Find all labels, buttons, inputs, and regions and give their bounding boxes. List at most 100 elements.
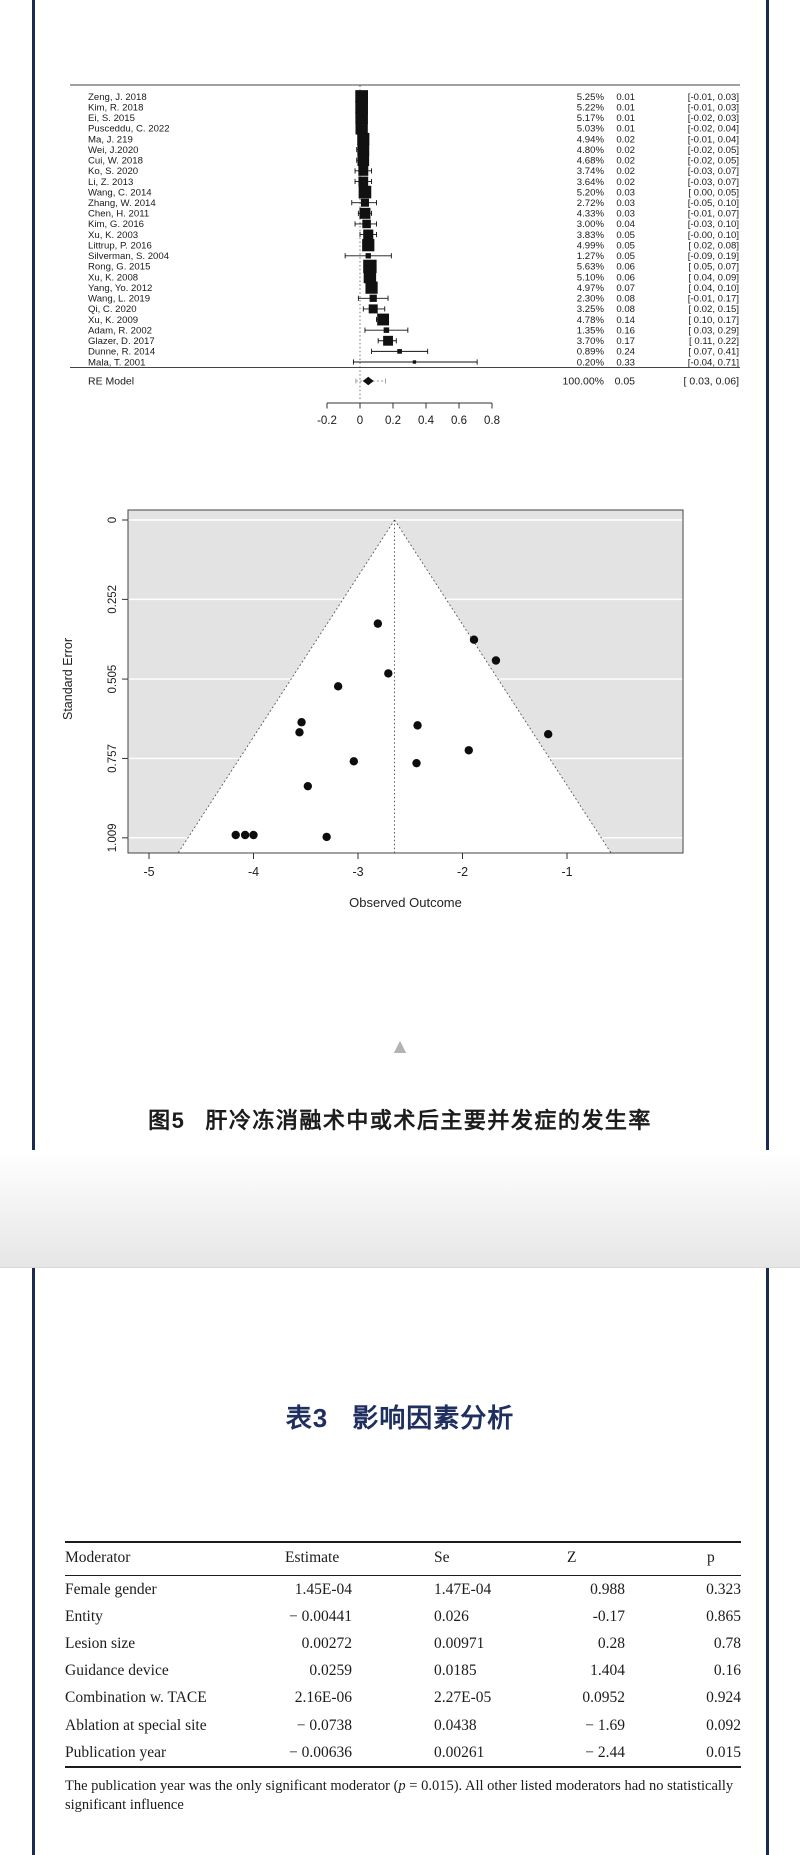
svg-text:[-0.03, 0.07]: [-0.03, 0.07] bbox=[688, 166, 739, 177]
svg-text:Qi, C. 2020: Qi, C. 2020 bbox=[88, 304, 137, 315]
svg-text:0.14: 0.14 bbox=[616, 315, 635, 326]
svg-text:3.64%: 3.64% bbox=[577, 177, 605, 188]
svg-text:[ 0.10, 0.17]: [ 0.10, 0.17] bbox=[688, 315, 739, 326]
svg-text:[-0.09, 0.19]: [-0.09, 0.19] bbox=[688, 251, 739, 262]
svg-text:0.6: 0.6 bbox=[451, 415, 467, 427]
svg-text:[ 0.03, 0.06]: [ 0.03, 0.06] bbox=[684, 376, 740, 388]
funnel-x-axis: -5 -4 -3 -2 -1 bbox=[143, 853, 573, 879]
svg-text:[ 0.04, 0.09]: [ 0.04, 0.09] bbox=[688, 272, 739, 283]
svg-text:Xu, K. 2003: Xu, K. 2003 bbox=[88, 230, 138, 241]
svg-text:[ 0.00, 0.05]: [ 0.00, 0.05] bbox=[688, 187, 739, 198]
svg-text:0.08: 0.08 bbox=[616, 294, 635, 305]
table-row: Ablation at special site − 0.0738 0.0438− … bbox=[65, 1716, 741, 1734]
svg-text:Kim, R. 2018: Kim, R. 2018 bbox=[88, 102, 143, 113]
svg-text:Pusceddu, C. 2022: Pusceddu, C. 2022 bbox=[88, 124, 170, 135]
figure-caption: 图5 肝冷冻消融术中或术后主要并发症的发生率 bbox=[0, 1103, 800, 1135]
svg-text:Ei, S. 2015: Ei, S. 2015 bbox=[88, 113, 135, 124]
moderator-table-body: Female gender 1.45E-04 1.47E-04 0.988 0.323 E… bbox=[65, 1576, 741, 1768]
svg-text:0.2: 0.2 bbox=[385, 415, 401, 427]
svg-text:1.27%: 1.27% bbox=[577, 251, 605, 262]
page-break-shadow bbox=[0, 1150, 800, 1268]
svg-text:4.33%: 4.33% bbox=[577, 209, 605, 220]
forest-plot: Zeng, J. 2018 5.25% 0.01 [-0.01, 0.03] Kim, … bbox=[70, 84, 740, 427]
svg-text:-1: -1 bbox=[561, 865, 572, 879]
svg-text:0.03: 0.03 bbox=[616, 187, 635, 198]
table-row: Guidance device 0.0259 0.0185 1.404 0.16 bbox=[65, 1662, 741, 1680]
svg-text:[-0.01, 0.04]: [-0.01, 0.04] bbox=[688, 134, 739, 145]
svg-text:-5: -5 bbox=[143, 865, 154, 879]
svg-text:[ 0.02, 0.15]: [ 0.02, 0.15] bbox=[688, 304, 739, 315]
svg-text:2.72%: 2.72% bbox=[577, 198, 605, 209]
svg-text:Yang, Yo. 2012: Yang, Yo. 2012 bbox=[88, 283, 152, 294]
svg-text:0.01: 0.01 bbox=[616, 113, 635, 124]
svg-text:3.25%: 3.25% bbox=[577, 304, 605, 315]
svg-text:Xu, K. 2009: Xu, K. 2009 bbox=[88, 315, 138, 326]
svg-text:0.8: 0.8 bbox=[484, 415, 500, 427]
svg-text:0.20%: 0.20% bbox=[577, 357, 605, 368]
svg-text:Ma, J. 219: Ma, J. 219 bbox=[88, 134, 133, 145]
svg-text:[-0.01, 0.07]: [-0.01, 0.07] bbox=[688, 209, 739, 220]
svg-text:Mala, T. 2001: Mala, T. 2001 bbox=[88, 357, 145, 368]
svg-text:0.04: 0.04 bbox=[616, 219, 635, 230]
table-title-text: 影响因素分析 bbox=[352, 1403, 515, 1433]
svg-text:[-0.01, 0.03]: [-0.01, 0.03] bbox=[688, 92, 739, 103]
svg-text:Dunne, R. 2014: Dunne, R. 2014 bbox=[88, 347, 156, 358]
table-column-header: Z bbox=[565, 1542, 705, 1576]
page-border-right bbox=[766, 0, 769, 1855]
svg-text:Standard Error: Standard Error bbox=[61, 638, 75, 720]
forest-rows: Zeng, J. 2018 5.25% 0.01 [-0.01, 0.03] Kim, … bbox=[88, 90, 739, 368]
scroll-up-triangle-icon[interactable]: ▲ bbox=[389, 1035, 411, 1058]
svg-text:0.05: 0.05 bbox=[616, 240, 635, 251]
svg-text:[-0.01, 0.17]: [-0.01, 0.17] bbox=[688, 294, 739, 305]
svg-text:0.24: 0.24 bbox=[616, 347, 635, 358]
page-border-left bbox=[32, 0, 35, 1855]
svg-text:0.02: 0.02 bbox=[616, 145, 635, 156]
table-footnote: The publication year was the only signif… bbox=[65, 1778, 734, 1814]
svg-text:2.30%: 2.30% bbox=[577, 294, 605, 305]
svg-text:0.05: 0.05 bbox=[616, 230, 635, 241]
table-column-header: Moderator bbox=[65, 1542, 285, 1576]
svg-text:0.03: 0.03 bbox=[616, 198, 635, 209]
table-row: Publication year − 0.00636 0.00261− 2.44 0.… bbox=[65, 1743, 741, 1761]
svg-text:0.06: 0.06 bbox=[616, 262, 635, 273]
svg-text:[-0.05, 0.10]: [-0.05, 0.10] bbox=[688, 198, 739, 209]
svg-text:Chen, H. 2011: Chen, H. 2011 bbox=[88, 209, 149, 220]
triangle-row: ▲ bbox=[0, 1036, 800, 1058]
svg-text:3.70%: 3.70% bbox=[577, 336, 605, 347]
svg-text:3.74%: 3.74% bbox=[577, 166, 605, 177]
svg-text:Li, Z. 2013: Li, Z. 2013 bbox=[88, 177, 133, 188]
table-row: Lesion size 0.00272 0.00971 0.28 0.78 bbox=[65, 1634, 741, 1652]
svg-text:Kim, G. 2016: Kim, G. 2016 bbox=[88, 219, 144, 230]
svg-text:1.009: 1.009 bbox=[107, 823, 119, 852]
svg-text:5.25%: 5.25% bbox=[577, 92, 605, 103]
table-column-header: Estimate bbox=[285, 1542, 430, 1576]
svg-text:-2: -2 bbox=[457, 865, 468, 879]
svg-text:0.505: 0.505 bbox=[107, 665, 119, 694]
svg-text:0.03: 0.03 bbox=[616, 209, 635, 220]
svg-text:Wei, J.2020: Wei, J.2020 bbox=[88, 145, 138, 156]
svg-text:[ 0.07, 0.41]: [ 0.07, 0.41] bbox=[688, 347, 739, 358]
svg-text:0.02: 0.02 bbox=[616, 156, 635, 167]
table-row: Combination w. TACE 2.16E-06 2.27E-05 0.095… bbox=[65, 1689, 741, 1707]
svg-text:Cui, W. 2018: Cui, W. 2018 bbox=[88, 156, 143, 167]
svg-text:100.00%: 100.00% bbox=[563, 376, 604, 388]
svg-text:[-0.04, 0.71]: [-0.04, 0.71] bbox=[688, 357, 739, 368]
svg-text:-0.2: -0.2 bbox=[317, 415, 337, 427]
svg-text:[-0.03, 0.07]: [-0.03, 0.07] bbox=[688, 177, 739, 188]
svg-text:5.03%: 5.03% bbox=[577, 124, 605, 135]
svg-text:[ 0.05, 0.07]: [ 0.05, 0.07] bbox=[688, 262, 739, 273]
svg-text:0.02: 0.02 bbox=[616, 166, 635, 177]
svg-text:Rong, G. 2015: Rong, G. 2015 bbox=[88, 262, 150, 273]
svg-text:[ 0.03, 0.29]: [ 0.03, 0.29] bbox=[688, 325, 739, 336]
svg-text:0.01: 0.01 bbox=[616, 92, 635, 103]
forest-x-axis: -0.2 0 0.2 0.4 0.6 0.8 bbox=[317, 402, 500, 427]
svg-text:3.00%: 3.00% bbox=[577, 219, 605, 230]
table-column-header: p bbox=[705, 1542, 741, 1576]
svg-text:0.08: 0.08 bbox=[616, 304, 635, 315]
svg-text:Wang, L. 2019: Wang, L. 2019 bbox=[88, 294, 150, 305]
svg-text:0.05: 0.05 bbox=[615, 376, 636, 388]
svg-text:Zhang, W. 2014: Zhang, W. 2014 bbox=[88, 198, 156, 209]
svg-text:RE Model: RE Model bbox=[88, 376, 134, 388]
